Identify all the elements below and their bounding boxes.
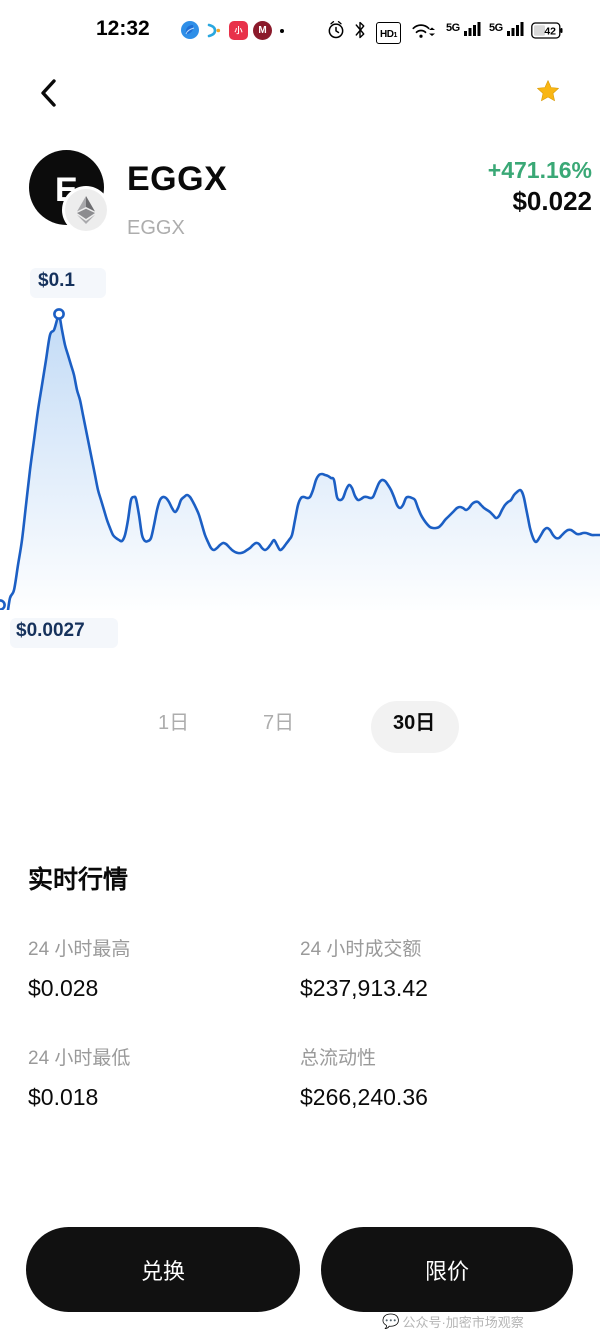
svg-text:42: 42 xyxy=(544,26,556,38)
